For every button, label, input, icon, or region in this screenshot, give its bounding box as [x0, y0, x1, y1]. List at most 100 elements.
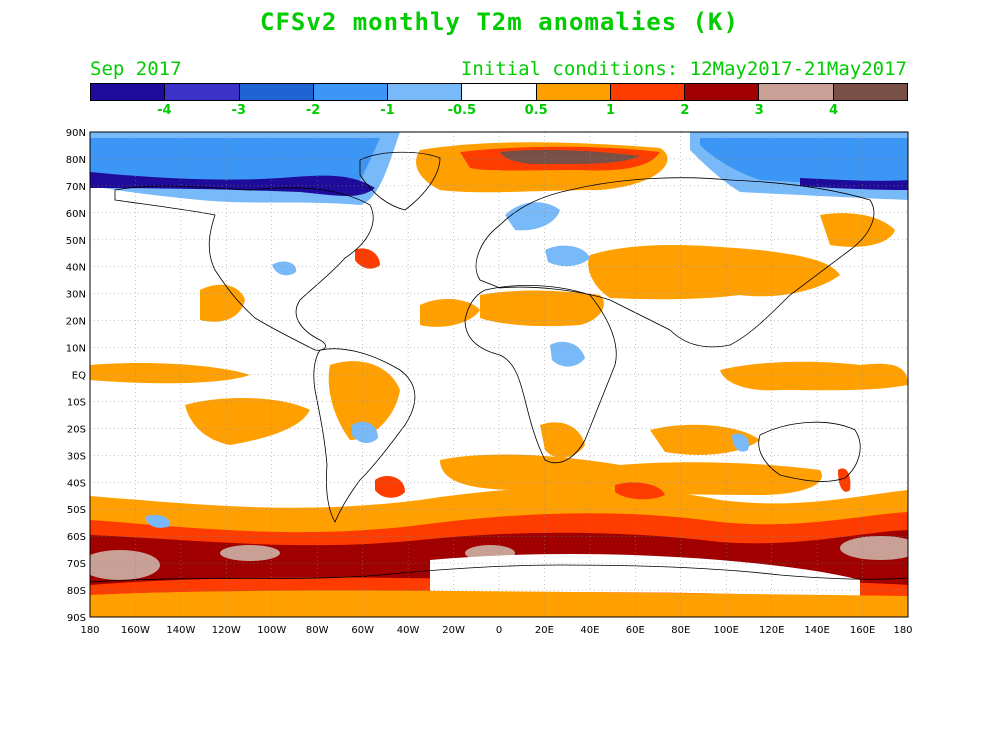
colorbar-label: 4: [829, 103, 839, 118]
colorbar-label: 3: [754, 103, 764, 118]
lat-label: 30S: [67, 451, 86, 462]
anomaly-region-south-indian-orange: [650, 424, 760, 455]
lat-label: EQ: [72, 371, 86, 382]
map-grid: [90, 132, 908, 617]
colorbar-swatch: [462, 84, 537, 100]
anomaly-region-northeast-us-red: [355, 248, 380, 269]
colorbar-swatch: [610, 84, 686, 100]
anomaly-region-eurasia-orange: [588, 245, 840, 300]
anomaly-region-south-pacific-brown: [220, 545, 280, 561]
colorbar-label: -4: [157, 103, 172, 118]
colorbar-labels: -4 -3 -2 -1 -0.5 0.5 1 2 3 4: [90, 103, 908, 119]
lon-label: 100W: [257, 625, 286, 636]
lat-label: 40N: [66, 263, 86, 274]
anomaly-region-sahara-orange: [480, 290, 604, 327]
lon-label: 160W: [121, 625, 150, 636]
lat-label: 20N: [66, 317, 86, 328]
latitude-axis: 90N 80N 70N 60N 50N 40N 30N 20N 10N EQ 1…: [66, 128, 86, 624]
anomaly-region-barents-brown: [500, 149, 640, 165]
anomaly-region-africa-lightblue: [550, 341, 585, 367]
colorbar-swatch: [239, 84, 314, 100]
colorbar-swatch: [165, 84, 240, 100]
lon-label: 80W: [306, 625, 329, 636]
anomaly-region-north-pacific-lightblue: [272, 261, 297, 276]
anomaly-region-south-america-orange: [328, 361, 400, 440]
lon-label: 140W: [166, 625, 195, 636]
anomaly-region-east-arctic-darkblue: [800, 178, 908, 190]
lon-label: 60W: [351, 625, 374, 636]
coastline-antarctica: [90, 564, 908, 583]
lon-label: 40E: [580, 625, 599, 636]
colorbar-swatch: [388, 84, 463, 100]
longitude-axis: 180 160W 140W 120W 100W 80W 60W 40W 20W …: [80, 625, 912, 636]
anomaly-region-east-arctic-blue: [700, 138, 908, 190]
colorbar-label: 1: [606, 103, 616, 118]
lat-label: 70N: [66, 182, 86, 193]
anomaly-region-east-antarctic-brown: [840, 536, 908, 560]
colorbar-label: -0.5: [447, 103, 477, 118]
colorbar: [90, 83, 908, 101]
anomaly-region-tasman-red: [838, 468, 851, 492]
anomaly-region-southern-ocean-red: [615, 482, 665, 500]
anomaly-region-ross-sea-brown: [90, 550, 160, 580]
lon-label: 80E: [671, 625, 690, 636]
coastline-africa: [464, 285, 617, 464]
anomaly-region-south-atlantic-orange: [440, 454, 822, 495]
anomaly-region-indian-ocean-orange: [720, 361, 908, 391]
coastlines: [90, 151, 908, 583]
lon-label: 140E: [804, 625, 829, 636]
lat-label: 10S: [67, 397, 86, 408]
anomaly-region-pacific-north-orange: [200, 284, 245, 322]
lat-label: 10N: [66, 344, 86, 355]
lat-label: 50N: [66, 236, 86, 247]
colorbar-label: 2: [680, 103, 690, 118]
anomaly-fields: [90, 132, 908, 617]
lat-label: 30N: [66, 290, 86, 301]
lat-label: 90S: [67, 613, 86, 624]
anomaly-region-south-atlantic-red: [375, 476, 405, 498]
lon-label: 0: [496, 625, 502, 636]
coastline-eurasia: [475, 177, 875, 348]
lon-label: 60E: [626, 625, 645, 636]
colorbar-swatch: [536, 84, 611, 100]
map-frame: [89, 131, 909, 618]
coastline-north-america: [114, 185, 374, 351]
lat-label: 50S: [67, 505, 86, 516]
lon-label: 40W: [397, 625, 420, 636]
colorbar-swatch: [833, 84, 907, 100]
coastline-south-america: [313, 348, 416, 523]
lon-label: 120W: [212, 625, 241, 636]
anomaly-region-eq-pacific-orange: [90, 363, 250, 384]
colorbar-swatch: [313, 84, 389, 100]
initial-conditions: Initial conditions: 12May2017-21May2017: [460, 58, 907, 80]
colorbar-swatch: [685, 84, 760, 100]
lon-label: 160E: [850, 625, 875, 636]
lat-label: 40S: [67, 478, 86, 489]
anomaly-region-arctic-darkblue: [90, 172, 375, 196]
anomaly-region-south-pacific-lightblue: [145, 514, 171, 528]
lat-label: 80N: [66, 155, 86, 166]
colorbar-swatch: [759, 84, 834, 100]
lat-label: 60S: [67, 532, 86, 543]
colorbar-label: -1: [380, 103, 395, 118]
colorbar-label: -2: [305, 103, 321, 118]
anomaly-region-south-pacific-orange: [185, 398, 310, 445]
anomaly-region-scandinavia-lightblue: [505, 202, 560, 231]
lat-label: 80S: [67, 586, 86, 597]
anomaly-region-caspian-lightblue: [545, 245, 590, 267]
lon-label: 100E: [713, 625, 738, 636]
anomaly-region-west-pacific-orange: [820, 213, 895, 247]
anomaly-region-southern-africa-orange: [540, 422, 585, 458]
anomaly-region-australia-lightblue: [732, 433, 749, 452]
colorbar-label: -3: [231, 103, 246, 118]
coastline-greenland: [359, 151, 441, 211]
lat-label: 20S: [67, 424, 86, 435]
lon-label: 180: [893, 625, 912, 636]
valid-month: Sep 2017: [90, 58, 182, 80]
colorbar-swatch: [91, 84, 166, 100]
lon-label: 20E: [535, 625, 554, 636]
lon-label: 20W: [442, 625, 465, 636]
lon-label: 120E: [759, 625, 784, 636]
anomaly-region-brazil-lightblue: [352, 421, 378, 444]
